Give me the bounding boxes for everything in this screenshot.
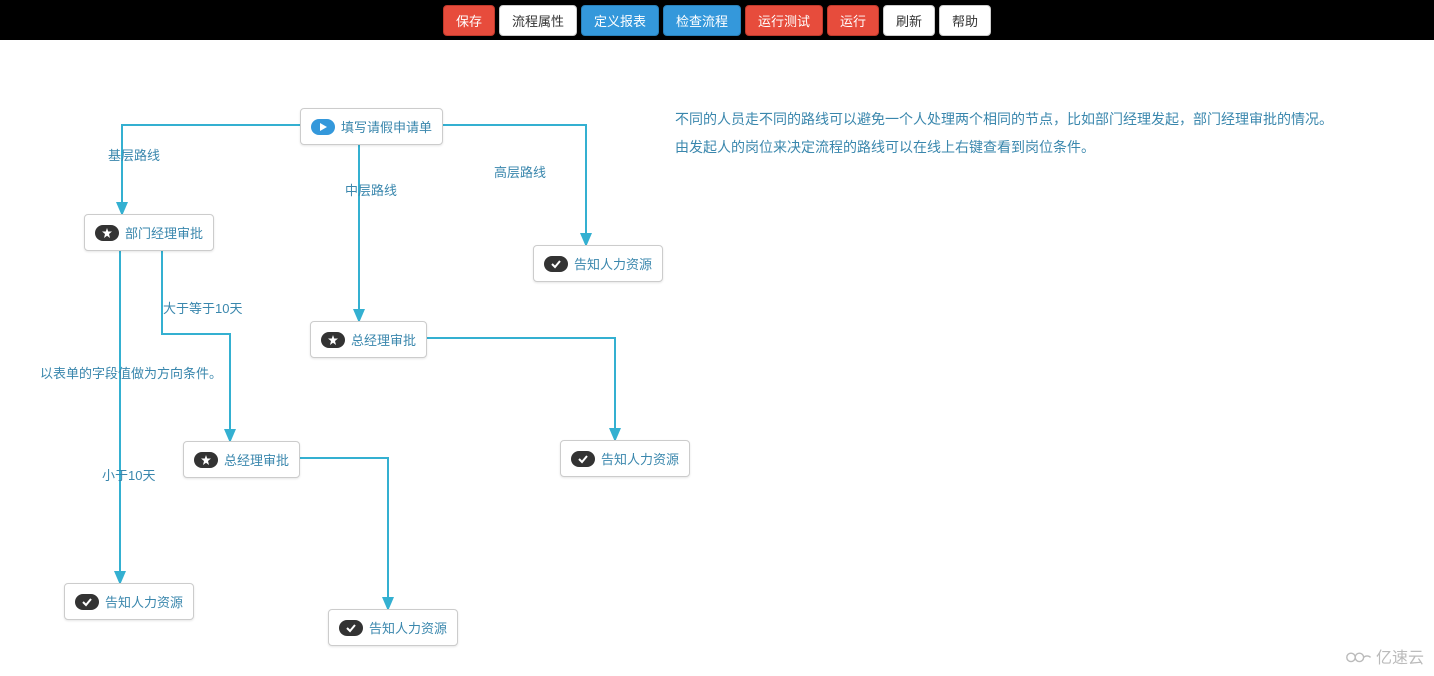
node-label: 总经理审批 [224, 450, 289, 469]
toolbar-button-4[interactable]: 运行测试 [745, 5, 823, 36]
node-deptmgr[interactable]: 部门经理审批 [84, 214, 214, 251]
node-label: 告知人力资源 [105, 592, 183, 611]
check-icon [544, 256, 568, 272]
node-label: 告知人力资源 [369, 618, 447, 637]
star-icon [194, 452, 218, 468]
edge-label-2: 高层路线 [494, 162, 546, 181]
edge-label-4: 小于10天 [102, 465, 155, 484]
edge-3[interactable] [162, 248, 230, 441]
edge-label-3: 大于等于10天 [163, 298, 242, 317]
toolbar-button-5[interactable]: 运行 [827, 5, 879, 36]
node-hr1[interactable]: 告知人力资源 [533, 245, 663, 282]
toolbar-button-6[interactable]: 刷新 [883, 5, 935, 36]
watermark: 亿速云 [1344, 644, 1424, 668]
star-icon [95, 225, 119, 241]
flowchart-canvas: 填写请假申请单部门经理审批告知人力资源总经理审批总经理审批告知人力资源告知人力资… [0, 40, 1434, 676]
toolbar-button-2[interactable]: 定义报表 [581, 5, 659, 36]
node-start[interactable]: 填写请假申请单 [300, 108, 443, 145]
watermark-text: 亿速云 [1376, 644, 1424, 668]
edge-0[interactable] [122, 125, 300, 214]
play-icon [311, 119, 335, 135]
node-label: 总经理审批 [351, 330, 416, 349]
edge-label-5: 以表单的字段值做为方向条件。 [40, 363, 222, 382]
desc-line-2: 由发起人的岗位来决定流程的路线可以在线上右键查看到岗位条件。 [675, 133, 1333, 161]
check-icon [75, 594, 99, 610]
check-icon [339, 620, 363, 636]
node-label: 告知人力资源 [574, 254, 652, 273]
node-gm2[interactable]: 总经理审批 [183, 441, 300, 478]
edge-7[interactable] [291, 458, 388, 609]
edge-label-1: 中层路线 [345, 180, 397, 199]
toolbar-button-1[interactable]: 流程属性 [499, 5, 577, 36]
toolbar-button-0[interactable]: 保存 [443, 5, 495, 36]
node-gm1[interactable]: 总经理审批 [310, 321, 427, 358]
toolbar-button-7[interactable]: 帮助 [939, 5, 991, 36]
toolbar-button-3[interactable]: 检查流程 [663, 5, 741, 36]
node-hr4[interactable]: 告知人力资源 [328, 609, 458, 646]
edge-label-0: 基层路线 [108, 145, 160, 164]
star-icon [321, 332, 345, 348]
node-label: 部门经理审批 [125, 223, 203, 242]
check-icon [571, 451, 595, 467]
description-text: 不同的人员走不同的路线可以避免一个人处理两个相同的节点，比如部门经理发起，部门经… [675, 105, 1333, 161]
node-label: 告知人力资源 [601, 449, 679, 468]
toolbar: 保存流程属性定义报表检查流程运行测试运行刷新帮助 [0, 0, 1434, 40]
node-hr2[interactable]: 告知人力资源 [560, 440, 690, 477]
node-label: 填写请假申请单 [341, 117, 432, 136]
edge-2[interactable] [432, 125, 586, 245]
desc-line-1: 不同的人员走不同的路线可以避免一个人处理两个相同的节点，比如部门经理发起，部门经… [675, 105, 1333, 133]
node-hr3[interactable]: 告知人力资源 [64, 583, 194, 620]
edge-6[interactable] [418, 338, 615, 440]
